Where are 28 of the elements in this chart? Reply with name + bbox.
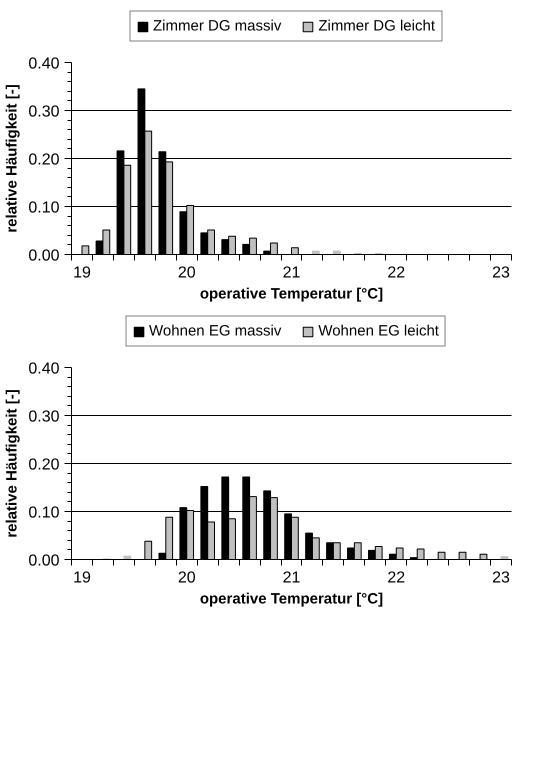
y-tick-label: 0.10: [28, 504, 60, 522]
y-tick-label: 0.00: [28, 552, 60, 570]
x-tick-label: 21: [282, 264, 300, 282]
legend-label: Zimmer DG leicht: [318, 18, 436, 34]
x-tick-label: 22: [387, 264, 406, 282]
y-tick-label: 0.10: [28, 200, 60, 216]
legend-label: Wohnen EG leicht: [318, 322, 439, 340]
y-tick-label: 0.30: [28, 408, 60, 426]
x-tick-label: 20: [178, 570, 196, 586]
x-tick-label: 22: [387, 570, 406, 586]
y-tick-label: 0.20: [28, 456, 60, 474]
x-tick-label: 19: [73, 264, 91, 282]
y-axis-title: relative Häufigkeit [-]: [3, 389, 20, 538]
y-tick-label: 0.20: [28, 152, 60, 168]
y-tick-label: 0.40: [28, 360, 60, 378]
x-tick-label: 23: [492, 264, 510, 282]
y-tick-label: 0.00: [28, 248, 60, 264]
x-axis-title: operative Temperatur [°C]: [200, 590, 384, 608]
y-tick-label: 0.40: [28, 56, 60, 72]
x-tick-label: 20: [178, 264, 196, 282]
x-tick-label: 23: [492, 570, 510, 586]
y-tick-label: 0.30: [28, 104, 60, 120]
legend-label: Zimmer DG massiv: [152, 18, 282, 34]
x-tick-label: 19: [73, 570, 91, 586]
y-axis-title: relative Häufigkeit [-]: [3, 84, 20, 233]
legend-label: Wohnen EG massiv: [149, 322, 282, 340]
x-tick-label: 21: [282, 570, 300, 586]
x-axis-title: operative Temperatur [°C]: [200, 286, 384, 302]
